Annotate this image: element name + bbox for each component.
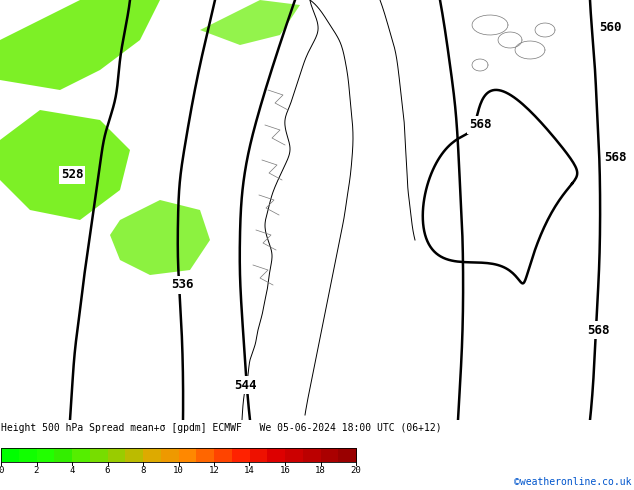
Text: 4: 4	[69, 466, 75, 475]
Text: 568: 568	[469, 119, 491, 131]
Bar	[321, 448, 339, 462]
Bar	[197, 448, 214, 462]
Polygon shape	[200, 0, 300, 45]
Text: 568: 568	[604, 151, 626, 165]
Bar	[232, 448, 250, 462]
Text: 0: 0	[0, 466, 4, 475]
Text: 568: 568	[586, 323, 609, 337]
Text: 14: 14	[244, 466, 255, 475]
Text: 12: 12	[209, 466, 219, 475]
Bar	[285, 448, 303, 462]
Text: 2: 2	[34, 466, 39, 475]
Polygon shape	[110, 200, 210, 275]
Bar	[55, 448, 72, 462]
Text: 536: 536	[171, 278, 193, 292]
Bar	[1, 448, 19, 462]
Text: 16: 16	[280, 466, 290, 475]
Text: 18: 18	[315, 466, 326, 475]
Bar	[339, 448, 356, 462]
Bar	[161, 448, 179, 462]
Bar	[250, 448, 268, 462]
Polygon shape	[0, 110, 130, 220]
Bar	[126, 448, 143, 462]
Text: 20: 20	[351, 466, 361, 475]
Text: 528: 528	[61, 169, 83, 181]
Bar	[179, 448, 197, 462]
Bar	[214, 448, 232, 462]
Bar	[1, 448, 356, 462]
Text: 10: 10	[173, 466, 184, 475]
Bar	[90, 448, 108, 462]
Bar	[303, 448, 321, 462]
Text: ©weatheronline.co.uk: ©weatheronline.co.uk	[515, 477, 632, 487]
Polygon shape	[0, 0, 160, 90]
Text: Height 500 hPa Spread mean+σ [gpdm] ECMWF   We 05-06-2024 18:00 UTC (06+12): Height 500 hPa Spread mean+σ [gpdm] ECMW…	[1, 423, 442, 433]
Bar	[19, 448, 37, 462]
Bar	[268, 448, 285, 462]
Bar	[143, 448, 161, 462]
Text: 6: 6	[105, 466, 110, 475]
Bar	[72, 448, 90, 462]
Bar	[108, 448, 126, 462]
Text: 560: 560	[598, 22, 621, 34]
Bar	[37, 448, 55, 462]
Text: 544: 544	[234, 378, 256, 392]
Text: 8: 8	[140, 466, 146, 475]
